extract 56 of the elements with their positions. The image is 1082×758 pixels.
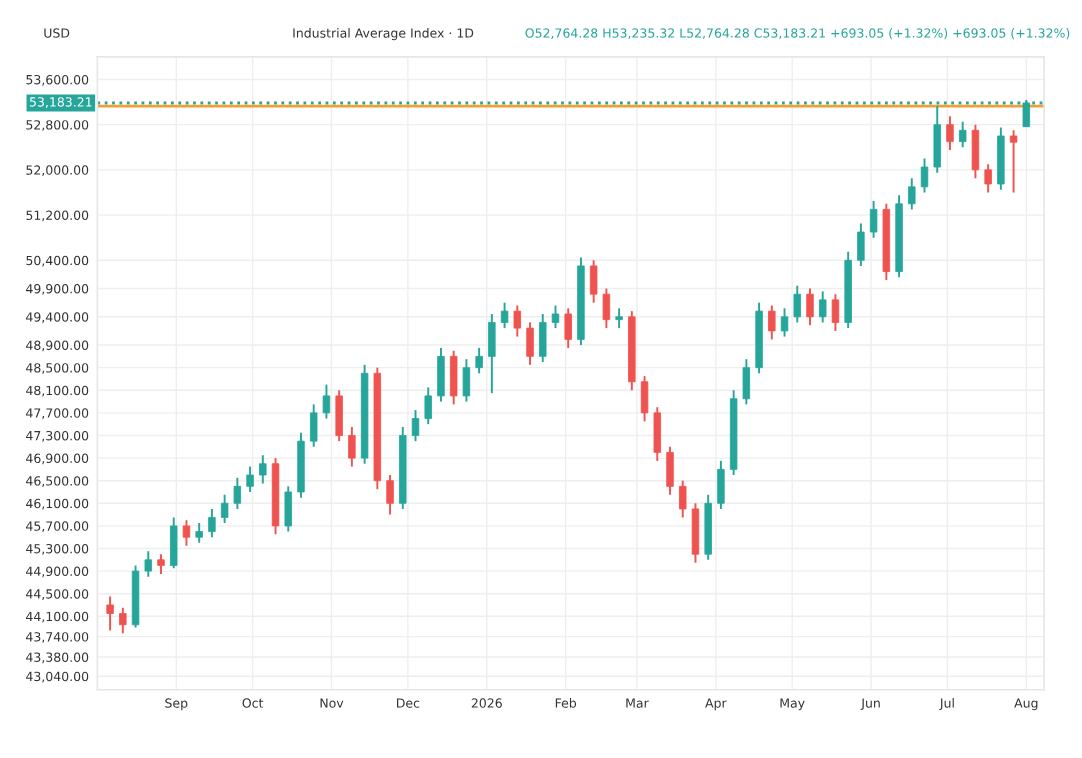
candlestick [691, 502, 700, 564]
candlestick [818, 290, 827, 324]
candlestick [780, 307, 789, 338]
candlestick [437, 346, 445, 403]
candlestick [182, 519, 191, 547]
candlestick [259, 454, 267, 485]
candlestick [768, 304, 776, 341]
candlestick [488, 313, 496, 395]
candlestick [233, 476, 242, 510]
candlestick [348, 426, 356, 468]
candlestick [195, 522, 203, 544]
candlestick [170, 516, 178, 570]
candlestick [513, 304, 522, 338]
candlestick [869, 199, 878, 239]
candlestick [958, 120, 967, 149]
candlestick [806, 287, 814, 327]
candlestick [475, 346, 483, 375]
candlestick [208, 507, 216, 539]
candlestick [284, 485, 292, 533]
candlestick [449, 349, 458, 406]
candlestick [157, 553, 165, 575]
candlestick [971, 123, 980, 180]
candlestick [679, 479, 687, 519]
candlestick [411, 409, 420, 443]
candlestick [602, 287, 611, 330]
candlestick [309, 403, 318, 448]
candlestick [742, 358, 751, 406]
candlestick [615, 307, 623, 330]
candlestick [119, 606, 127, 635]
candlestick [335, 389, 343, 443]
candlestick [551, 304, 560, 330]
candlestick [640, 375, 649, 423]
candlestick [106, 595, 114, 632]
candlestick [793, 284, 801, 324]
candlestick [920, 157, 929, 194]
candlestick [666, 445, 674, 496]
candlestick [144, 550, 153, 578]
candlestick [831, 293, 840, 332]
candlestick [462, 358, 471, 403]
candlestick [717, 459, 725, 510]
candlestick [220, 493, 229, 525]
candlestick [946, 115, 954, 152]
candlestick [424, 386, 432, 426]
candlestick [653, 406, 662, 462]
candlestick [564, 307, 572, 349]
candlestick [500, 301, 509, 330]
candlestick [322, 383, 331, 420]
candlestick [984, 163, 992, 194]
candlestick [539, 313, 547, 363]
candlestick [908, 177, 916, 211]
candlestick [1009, 129, 1018, 194]
candlestick [386, 474, 394, 516]
candlestick [589, 259, 598, 304]
candlestick [526, 321, 534, 366]
candlestick [246, 465, 254, 493]
candlestick [857, 222, 865, 267]
